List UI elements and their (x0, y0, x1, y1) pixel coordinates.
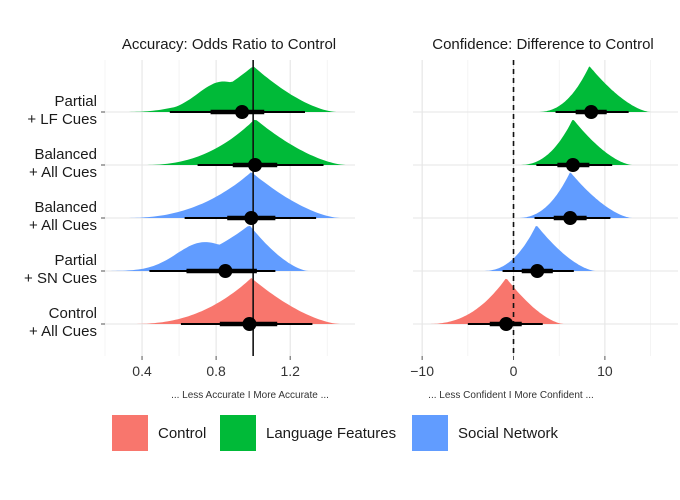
accuracy-density-partial-lf (123, 66, 337, 112)
accuracy-point-partial-sn (218, 264, 233, 278)
condition-label-line: Balanced (34, 199, 97, 216)
confidence-panel: −10 0 10 (410, 60, 678, 379)
confidence-x-tick-label: 10 (597, 363, 613, 379)
legend-label-control: Control (158, 424, 207, 442)
confidence-point-balanced-all-lf (565, 158, 580, 172)
legend-swatch-control (112, 415, 148, 451)
confidence-point-balanced-all-sn (563, 211, 578, 225)
accuracy-density-balanced-all-sn (123, 172, 341, 218)
confidence-density-partial-lf (536, 66, 651, 112)
confidence-point-partial-lf (584, 105, 599, 119)
condition-label-balanced-all-lf: Balanced + All Cues (29, 146, 97, 181)
legend-item-language-features: Language Features (220, 413, 396, 453)
condition-label-control-all: Control + All Cues (29, 305, 97, 340)
confidence-density-balanced-all-sn (516, 172, 633, 218)
accuracy-point-control-all (242, 317, 257, 331)
confidence-x-axis-label: ... Less Confident I More Confident ... (428, 390, 594, 401)
confidence-density-balanced-all-lf (518, 120, 633, 165)
accuracy-density-control-all (130, 278, 341, 324)
accuracy-x-tick-label: 0.8 (206, 363, 226, 379)
confidence-point-partial-sn (530, 264, 545, 278)
legend-label-social-network: Social Network (458, 424, 559, 442)
accuracy-x-tick-label: 1.2 (280, 363, 300, 379)
legend-item-control: Control (112, 413, 206, 453)
legend-label-language-features: Language Features (266, 424, 397, 442)
accuracy-x-tick-label: 0.4 (132, 363, 152, 379)
legend: Control Language Features Social Network (0, 413, 680, 453)
legend-item-social-network: Social Network (412, 413, 558, 453)
condition-label-line: + All Cues (29, 323, 97, 340)
condition-label-line: + SN Cues (24, 270, 97, 287)
confidence-point-control-all (499, 317, 514, 331)
confidence-density-control-all (426, 278, 564, 324)
accuracy-panel: 0.4 0.8 1.2 (104, 60, 355, 379)
condition-label-line: Partial (54, 252, 97, 269)
condition-label-line: Partial (54, 93, 97, 110)
confidence-panel-title: Confidence: Difference to Control (432, 36, 654, 53)
condition-label-line: + LF Cues (27, 111, 97, 128)
confidence-x-tick-label: 0 (510, 363, 518, 379)
condition-label-partial-sn: Partial + SN Cues (24, 252, 97, 287)
accuracy-density-partial-sn (105, 225, 309, 271)
accuracy-x-axis-label: ... Less Accurate I More Accurate ... (171, 390, 329, 401)
condition-label-line: + All Cues (29, 164, 97, 181)
confidence-x-tick-label: −10 (410, 363, 434, 379)
confidence-density-partial-sn (481, 226, 596, 271)
condition-label-line: Control (49, 305, 97, 322)
condition-label-line: + All Cues (29, 217, 97, 234)
accuracy-panel-title: Accuracy: Odds Ratio to Control (122, 36, 336, 53)
accuracy-density-balanced-all-lf (142, 119, 346, 165)
accuracy-point-partial-lf (235, 105, 250, 119)
accuracy-point-balanced-all-lf (248, 158, 262, 172)
condition-label-balanced-all-sn: Balanced + All Cues (29, 199, 97, 234)
legend-swatch-language-features (220, 415, 256, 451)
condition-label-line: Balanced (34, 146, 97, 163)
condition-label-partial-lf: Partial + LF Cues (27, 93, 97, 128)
accuracy-point-balanced-all-sn (244, 211, 259, 225)
legend-swatch-social-network (412, 415, 448, 451)
